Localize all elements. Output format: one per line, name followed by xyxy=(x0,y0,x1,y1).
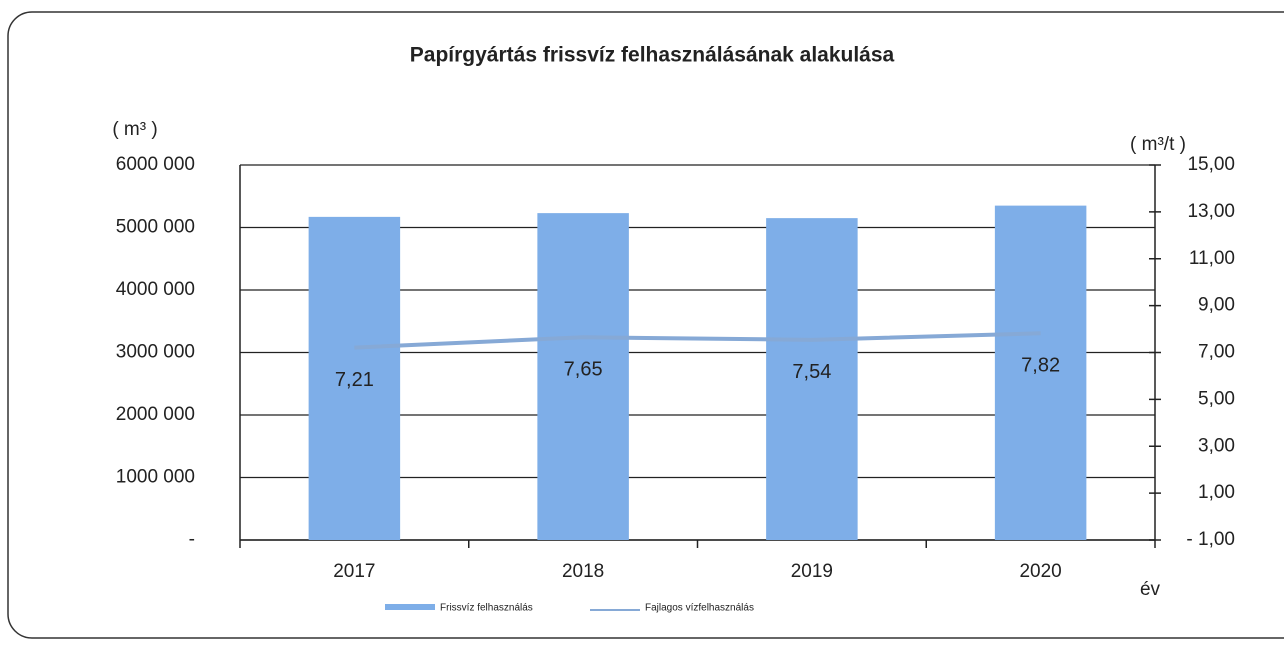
data-label: 7,82 xyxy=(1021,355,1060,377)
x-tick-label: 2017 xyxy=(333,561,375,582)
y2-tick-label: 5,00 xyxy=(1198,388,1235,409)
y-tick-label: 1000 000 xyxy=(116,467,195,488)
y-tick-label: 6000 000 xyxy=(116,154,195,175)
y-tick-label: 2000 000 xyxy=(116,404,195,425)
x-tick-label: 2020 xyxy=(1019,561,1061,582)
y-axis-label: ( m³ ) xyxy=(112,119,157,140)
bar xyxy=(308,216,401,540)
frame xyxy=(7,11,1284,639)
legend-swatch xyxy=(385,604,435,610)
bar xyxy=(537,213,629,540)
y-tick-label: 4000 000 xyxy=(116,279,195,300)
data-label: 7,21 xyxy=(335,369,374,391)
y2-tick-label: 9,00 xyxy=(1198,295,1235,316)
y2-tick-label: 3,00 xyxy=(1198,435,1235,456)
data-label: 7,65 xyxy=(564,359,603,381)
y2-tick-label: 7,00 xyxy=(1198,342,1235,363)
y2-tick-label: 1,00 xyxy=(1198,482,1235,503)
x-tick-label: 2019 xyxy=(791,561,833,582)
y-tick-label: - xyxy=(189,529,195,550)
legend-label: Frissvíz felhasználás xyxy=(440,603,533,614)
y-tick-label: 5000 000 xyxy=(116,217,195,238)
bar xyxy=(994,205,1087,540)
line xyxy=(354,331,1041,350)
y2-axis-label: ( m³/t ) xyxy=(1130,134,1186,155)
bar xyxy=(766,218,858,540)
x-axis-label: év xyxy=(1140,579,1161,600)
y2-tick-label: 11,00 xyxy=(1189,248,1235,269)
y2-tick-label: 15,00 xyxy=(1187,154,1235,175)
data-label: 7,54 xyxy=(792,361,831,383)
y2-tick-label: 13,00 xyxy=(1187,201,1235,222)
x-tick-label: 2018 xyxy=(562,561,604,582)
y-tick-label: 3000 000 xyxy=(116,342,195,363)
y2-tick-label: - 1,00 xyxy=(1186,529,1235,550)
legend-label: Fajlagos vízfelhasználás xyxy=(645,603,754,614)
chart-title: Papírgyártás frissvíz felhasználásának a… xyxy=(410,44,895,67)
